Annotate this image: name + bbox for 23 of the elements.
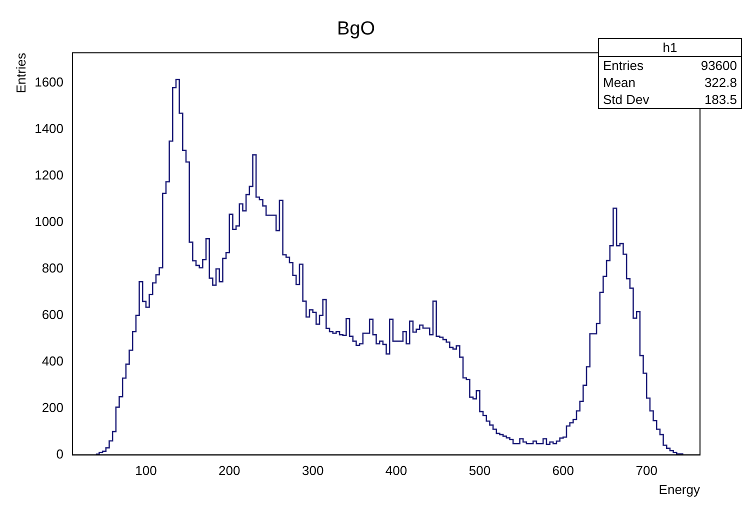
y-tick-label: 600 [42,306,64,322]
y-axis-title: Entries [13,52,28,94]
x-tick-label: 300 [302,463,324,478]
annotation: h1 [599,39,741,57]
x-axis-title: Energy [658,482,700,497]
text: Mean 322.8 [603,75,737,90]
x-tick-label: 400 [385,463,408,478]
chart-title: BgO [336,18,376,40]
y-tick-label: 0 [56,446,64,462]
text: Std Dev 183.5 [603,92,737,107]
y-tick-label: 400 [42,353,64,368]
y-tick-label: 1000 [34,214,64,230]
x-tick-label: 500 [468,463,491,478]
y-tick-label: 1400 [34,121,64,136]
y-tick-label: 200 [42,400,64,415]
x-tick-label: 200 [218,463,240,478]
x-tick-label: 600 [552,463,574,478]
y-tick-label: 1200 [34,168,64,183]
text: Entries 93600 [603,58,737,73]
y-tick-label: 800 [42,260,64,276]
x-tick-label: 100 [135,463,157,478]
y-tick-label: 1600 [34,74,64,90]
x-tick-label: 700 [636,463,658,478]
